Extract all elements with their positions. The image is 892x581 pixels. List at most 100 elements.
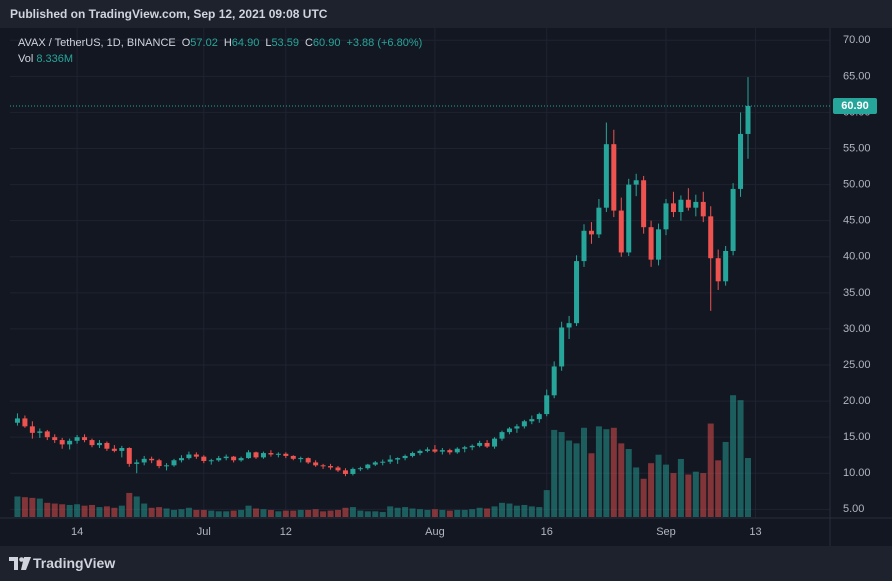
volume-bar [506, 503, 513, 517]
candle-body [544, 395, 550, 415]
volume-bar [36, 498, 43, 517]
y-tick-label: 35.00 [843, 287, 871, 299]
candle-body [663, 203, 669, 230]
candle-body [14, 418, 20, 423]
volume-bar [275, 511, 282, 517]
candle-body [193, 454, 199, 457]
candle-body [96, 442, 102, 446]
candle-body [119, 448, 125, 451]
brand: TradingView [33, 555, 116, 571]
volume-bar [513, 505, 520, 517]
volume-bar [387, 506, 394, 517]
volume-bar [402, 507, 409, 517]
candle-body [141, 458, 147, 463]
candle-body [44, 431, 50, 438]
candle-body [201, 456, 207, 461]
volume-bar [59, 504, 66, 517]
volume-bar [595, 426, 602, 517]
volume-bar [424, 509, 431, 517]
candle-body [59, 440, 65, 445]
volume-bar [253, 508, 259, 517]
candle-body [246, 452, 252, 459]
x-tick-label: 13 [749, 526, 761, 538]
volume-bar [417, 509, 423, 517]
volume-bar [737, 400, 744, 517]
x-tick-label: Sep [656, 526, 676, 538]
x-tick-label: 14 [71, 526, 83, 538]
legend-value: 64.90 [231, 37, 260, 49]
volume-bar [141, 503, 148, 517]
legend-key: H [223, 37, 232, 49]
volume-bar [260, 509, 267, 517]
candle-body [231, 456, 237, 461]
volume-bar [89, 504, 95, 517]
candle-body [89, 440, 95, 446]
ohlc-row: AVAX / TetherUS, 1D, BINANCE O57.02 H64.90… [18, 35, 422, 51]
candle-body [670, 203, 676, 213]
y-tick-label: 55.00 [843, 142, 871, 154]
chart: 5.00 10.00 15.00 20.00 25.00 30.00 35.00 40.00 4… [0, 28, 892, 546]
legend-key: C [304, 37, 313, 49]
candle-body [447, 450, 453, 453]
candle-body [424, 449, 430, 451]
volume-bar [461, 509, 468, 517]
volume-bar [208, 510, 215, 517]
volume-bar [558, 432, 565, 517]
volume-bar [349, 507, 356, 517]
candle-body [454, 448, 460, 453]
volume-bar [51, 503, 58, 517]
volume-bar [543, 490, 550, 517]
candle-body [514, 426, 520, 429]
legend: AVAX / TetherUS, 1D, BINANCE O57.02 H64.90… [18, 35, 422, 67]
candle-body [708, 216, 714, 259]
last-price-tag [833, 97, 877, 114]
legend-key: O [181, 37, 191, 49]
volume-bar [305, 509, 312, 517]
volume-bar [335, 509, 341, 517]
y-tick-label: 20.00 [843, 395, 871, 407]
candle-body [149, 458, 155, 461]
candle-body [700, 201, 706, 217]
x-tick-label: Aug [425, 526, 445, 538]
candle-body [581, 230, 587, 262]
candle-body [380, 461, 386, 463]
candle-body [178, 458, 184, 461]
candle-body [596, 207, 602, 235]
candle-body [432, 449, 438, 452]
candle-body [536, 414, 542, 420]
volume-bar [297, 509, 304, 517]
candle-body [305, 458, 311, 463]
volume-bar [528, 506, 535, 517]
candle-body [387, 459, 393, 462]
candle-body [82, 437, 88, 441]
volume-bar [290, 510, 297, 517]
candle-body [22, 418, 28, 427]
volume-bar [379, 512, 386, 517]
candle-body [566, 323, 572, 328]
candle-body [208, 460, 214, 462]
candle-body [730, 188, 736, 251]
candle-body [588, 230, 594, 235]
candle-body [715, 258, 721, 282]
volume-bar [670, 473, 677, 517]
candle-body [745, 105, 751, 134]
candle-body [372, 462, 378, 465]
volume-bar [66, 504, 73, 517]
volume-bar [491, 506, 498, 517]
volume-bar [566, 440, 573, 517]
volume-bar [320, 511, 327, 517]
volume-bar [521, 504, 528, 517]
candle-body [410, 453, 416, 456]
volume-bar [484, 508, 491, 517]
logo [9, 557, 31, 570]
volume-bar [551, 429, 558, 517]
candle-body [574, 261, 580, 324]
candle-body [529, 419, 535, 422]
candle-body [74, 437, 80, 441]
candle-body [111, 448, 117, 451]
volume-bar [640, 478, 647, 517]
volume-bar [357, 510, 364, 517]
candle-body [134, 462, 140, 464]
x-tick-label: Jul [197, 526, 211, 538]
volume-bar [588, 453, 595, 517]
